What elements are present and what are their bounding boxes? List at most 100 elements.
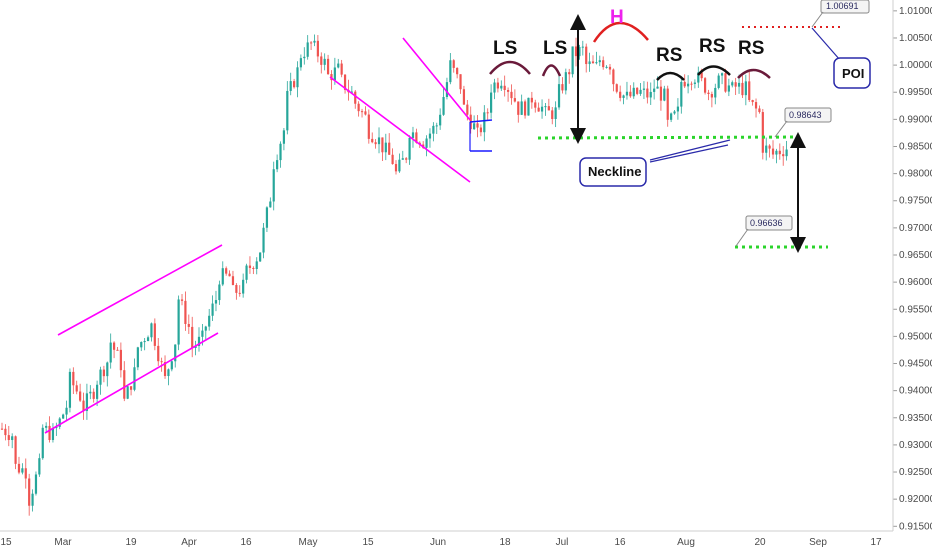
candle-body bbox=[21, 468, 24, 473]
left-shoulder-arc-1 bbox=[489, 60, 531, 75]
right-shoulder-arc-3 bbox=[737, 68, 771, 79]
candle-body bbox=[174, 344, 177, 362]
label-head: H bbox=[610, 7, 624, 28]
y-tick-label: 0.96000 bbox=[899, 277, 932, 288]
candle-body bbox=[486, 112, 489, 114]
candle-body bbox=[595, 62, 598, 64]
candle-body bbox=[248, 265, 252, 268]
candle-body bbox=[615, 84, 618, 92]
candle-body bbox=[333, 67, 336, 81]
candle-body bbox=[231, 276, 235, 286]
candle-body bbox=[720, 73, 724, 76]
candle-body bbox=[153, 323, 156, 346]
candle-body bbox=[659, 86, 663, 101]
candle-body bbox=[17, 463, 21, 473]
candle-body bbox=[245, 265, 248, 280]
poi-box: POI bbox=[811, 27, 871, 89]
candle-body bbox=[591, 61, 595, 64]
candle-body bbox=[710, 94, 713, 98]
candle-body bbox=[320, 56, 323, 65]
candle-body bbox=[211, 303, 214, 316]
candle-body bbox=[731, 82, 734, 86]
candle-body bbox=[513, 98, 516, 102]
candle-body bbox=[564, 72, 567, 91]
candle-body bbox=[602, 60, 605, 68]
y-tick-label: 0.94000 bbox=[899, 386, 932, 397]
candle-body bbox=[119, 349, 122, 371]
candle-body bbox=[727, 85, 730, 92]
candle-body bbox=[496, 82, 499, 89]
candle-body bbox=[204, 326, 207, 331]
candle-body bbox=[568, 72, 571, 75]
candle-body bbox=[598, 60, 601, 63]
candle-body bbox=[289, 81, 292, 91]
candle-body bbox=[510, 91, 513, 99]
candle-body bbox=[112, 342, 116, 350]
candle-body bbox=[201, 330, 204, 337]
candle-body bbox=[384, 142, 387, 153]
callout-poi-price-text: 1.00691 bbox=[826, 1, 859, 11]
candle-body bbox=[737, 82, 741, 87]
candle-body bbox=[700, 72, 703, 79]
callout-target-price: 0.96636 bbox=[735, 215, 793, 247]
candle-body bbox=[456, 67, 459, 75]
candle-body bbox=[316, 40, 319, 57]
candle-body bbox=[483, 112, 486, 133]
candle-body bbox=[330, 74, 333, 81]
candle-body bbox=[642, 88, 646, 90]
candle-body bbox=[724, 73, 727, 92]
candle-body bbox=[272, 169, 275, 202]
x-tick-label: 15 bbox=[0, 537, 12, 548]
candle-body bbox=[653, 88, 656, 92]
candle-body bbox=[748, 81, 751, 101]
candle-body bbox=[150, 323, 153, 338]
candle-body bbox=[490, 92, 493, 113]
candle-body bbox=[194, 345, 197, 348]
candle-body bbox=[585, 46, 588, 65]
x-tick-label: Jun bbox=[430, 537, 446, 548]
candle-body bbox=[62, 414, 65, 419]
candle-body bbox=[557, 84, 561, 108]
candle-body bbox=[415, 132, 418, 143]
candle-body bbox=[279, 143, 282, 161]
candle-body bbox=[622, 95, 625, 98]
candle-body bbox=[218, 284, 221, 301]
candle-body bbox=[364, 111, 367, 115]
candle-body bbox=[68, 371, 72, 408]
candle-body bbox=[445, 82, 449, 97]
candle-body bbox=[160, 361, 163, 363]
candle-body bbox=[462, 89, 466, 105]
candle-body bbox=[14, 436, 17, 464]
candle-body bbox=[452, 60, 455, 68]
candle-body bbox=[269, 201, 272, 208]
y-tick-label: 0.98000 bbox=[899, 169, 932, 180]
candle-body bbox=[439, 114, 442, 126]
candle-body bbox=[303, 56, 306, 59]
candle-body bbox=[506, 90, 510, 92]
candle-body bbox=[765, 145, 768, 153]
neckline-box-text: Neckline bbox=[588, 164, 641, 179]
candle-body bbox=[758, 108, 761, 113]
neckline bbox=[537, 135, 801, 140]
candle-body bbox=[82, 400, 85, 411]
candle-body bbox=[683, 81, 686, 87]
candle-body bbox=[143, 341, 146, 343]
falling-channel-upper bbox=[402, 37, 471, 121]
candle-body bbox=[500, 85, 503, 89]
candle-body bbox=[523, 101, 527, 116]
candle-body bbox=[690, 83, 693, 85]
candle-body bbox=[649, 91, 652, 98]
candle-body bbox=[167, 369, 170, 377]
candle-body bbox=[286, 90, 289, 131]
candle-body bbox=[676, 106, 680, 112]
candle-body bbox=[517, 101, 520, 115]
candle-body bbox=[717, 75, 720, 88]
y-tick-label: 0.99000 bbox=[899, 114, 932, 125]
candle-body bbox=[398, 159, 401, 172]
candle-body bbox=[693, 82, 696, 84]
candle-body bbox=[357, 103, 360, 112]
candle-body bbox=[4, 428, 7, 436]
candle-body bbox=[449, 60, 452, 83]
y-tick-label: 0.92000 bbox=[899, 494, 932, 505]
